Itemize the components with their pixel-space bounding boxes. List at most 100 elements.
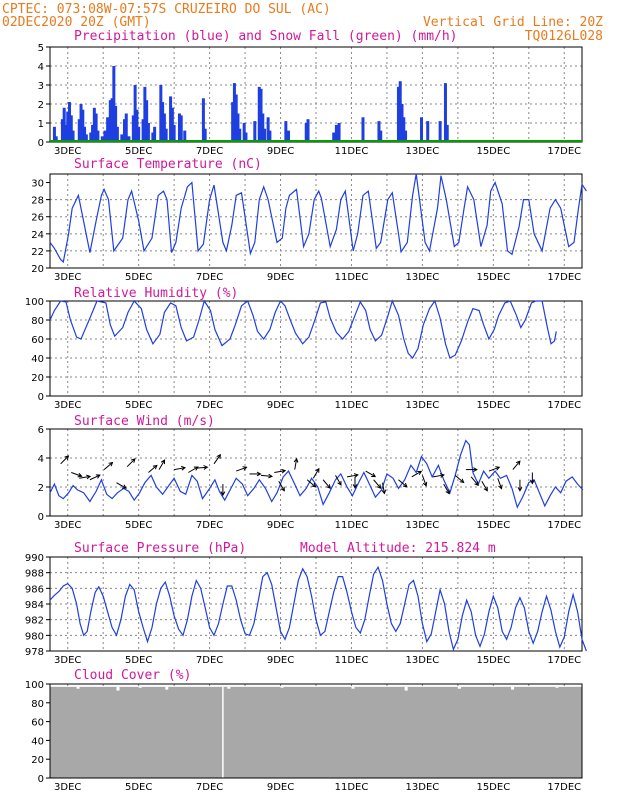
x-tick-label: 7DEC	[196, 655, 223, 666]
y-tick-label: 6	[38, 425, 44, 436]
x-tick-label: 5DEC	[125, 520, 152, 531]
precip-bar	[79, 104, 83, 142]
precip-bar	[81, 109, 85, 142]
precip-bar	[60, 119, 64, 142]
wind-title: Surface Wind (m/s)	[74, 414, 215, 429]
y-tick-label: 60	[31, 335, 44, 346]
precip-bar	[83, 126, 87, 142]
x-tick-label: 7DEC	[196, 520, 223, 531]
precip-bar	[120, 134, 124, 142]
precip-bar	[287, 130, 291, 142]
y-tick-label: 2	[38, 483, 44, 494]
y-tick-label: 4	[38, 454, 44, 465]
y-tick-label: 978	[25, 647, 44, 658]
cloud-cover-gap	[457, 686, 461, 689]
y-tick-label: 80	[31, 699, 44, 710]
wind-arrow	[158, 459, 165, 470]
x-tick-label: 15DEC	[476, 520, 510, 531]
wind-arrowhead	[495, 466, 501, 471]
y-tick-label: 26	[31, 213, 44, 224]
wind-arrowhead	[77, 472, 83, 478]
wind-arrowhead	[293, 457, 299, 463]
wind-arrow	[116, 482, 127, 489]
y-tick-label: 1	[38, 119, 44, 130]
cloud-cover-area	[50, 686, 582, 778]
precip-bar	[379, 130, 383, 142]
y-tick-label: 988	[25, 569, 44, 580]
wind-arrow	[398, 479, 408, 488]
cloud-cover-gap	[511, 686, 515, 690]
precip-bar	[284, 121, 288, 142]
wind-arrow	[497, 478, 502, 489]
precip-bar	[164, 128, 168, 142]
wind-arrowhead	[220, 491, 226, 497]
wind-arrow	[373, 479, 382, 489]
y-tick-label: 100	[25, 680, 44, 691]
x-tick-label: 9DEC	[267, 400, 294, 411]
precip-bar	[112, 66, 116, 142]
header-code: TQ0126L028	[525, 29, 603, 44]
plot-frame	[49, 556, 583, 652]
precip-bar	[334, 124, 338, 142]
x-tick-label: 5DEC	[125, 655, 152, 666]
y-tick-label: 40	[31, 736, 44, 747]
wind-arrow	[432, 474, 444, 478]
y-tick-label: 980	[25, 631, 44, 642]
x-tick-label: 9DEC	[267, 146, 294, 157]
precip-bar	[377, 121, 381, 142]
wind-arrowhead	[86, 474, 92, 480]
wind-arrow	[346, 474, 358, 478]
x-tick-label: 11DEC	[335, 400, 369, 411]
precip-bar	[145, 100, 149, 142]
precip-bar	[162, 113, 166, 142]
wind-arrow	[421, 475, 427, 486]
y-tick-label: 986	[25, 584, 44, 595]
y-tick-label: 0	[38, 392, 44, 403]
wind-arrowhead	[459, 478, 465, 484]
cloud-cover-gap	[404, 686, 408, 691]
precip-bar	[124, 113, 128, 142]
y-tick-label: 5	[38, 43, 44, 54]
precip-bar	[170, 107, 174, 142]
x-tick-label: 3DEC	[54, 272, 81, 283]
precip-bar	[179, 115, 183, 142]
wind-arrow	[365, 470, 376, 477]
wind-arrow	[60, 455, 69, 465]
x-tick-label: 17DEC	[547, 520, 581, 531]
precip-bar	[263, 128, 267, 142]
precip-bar	[69, 115, 73, 142]
precip-bar	[266, 117, 270, 142]
x-tick-label: 9DEC	[267, 782, 294, 793]
precip-bar	[396, 86, 400, 142]
y-tick-label: 40	[31, 354, 44, 365]
wind-arrowhead	[181, 465, 186, 471]
precip-bar	[420, 117, 424, 142]
precip-bar	[135, 109, 139, 142]
wind-arrow	[79, 475, 91, 479]
wind-arrow	[382, 482, 385, 494]
precip-bar	[306, 119, 310, 142]
precip-bar	[68, 102, 72, 142]
x-tick-label: 13DEC	[406, 782, 440, 793]
wind-arrowhead	[439, 473, 445, 478]
wind-arrowhead	[517, 486, 523, 492]
y-tick-label: 984	[25, 600, 44, 611]
y-tick-label: 20	[31, 755, 44, 766]
wind-arrowhead	[256, 471, 262, 477]
precip-bar	[89, 132, 93, 142]
x-tick-label: 5DEC	[125, 400, 152, 411]
x-tick-label: 9DEC	[267, 272, 294, 283]
wind-arrow	[312, 468, 320, 479]
wind-arrow	[443, 483, 450, 494]
y-tick-label: 24	[31, 230, 44, 241]
precip-bar	[159, 85, 163, 142]
precip-bar	[172, 124, 176, 142]
precip-bar	[131, 115, 135, 142]
precip-bar	[402, 117, 406, 142]
precip-bar	[146, 123, 150, 142]
wind-arrowhead	[473, 467, 478, 472]
wind-arrow	[174, 467, 186, 471]
precip-bar	[337, 123, 341, 142]
precip-bar	[62, 107, 66, 142]
x-tick-label: 17DEC	[547, 146, 581, 157]
